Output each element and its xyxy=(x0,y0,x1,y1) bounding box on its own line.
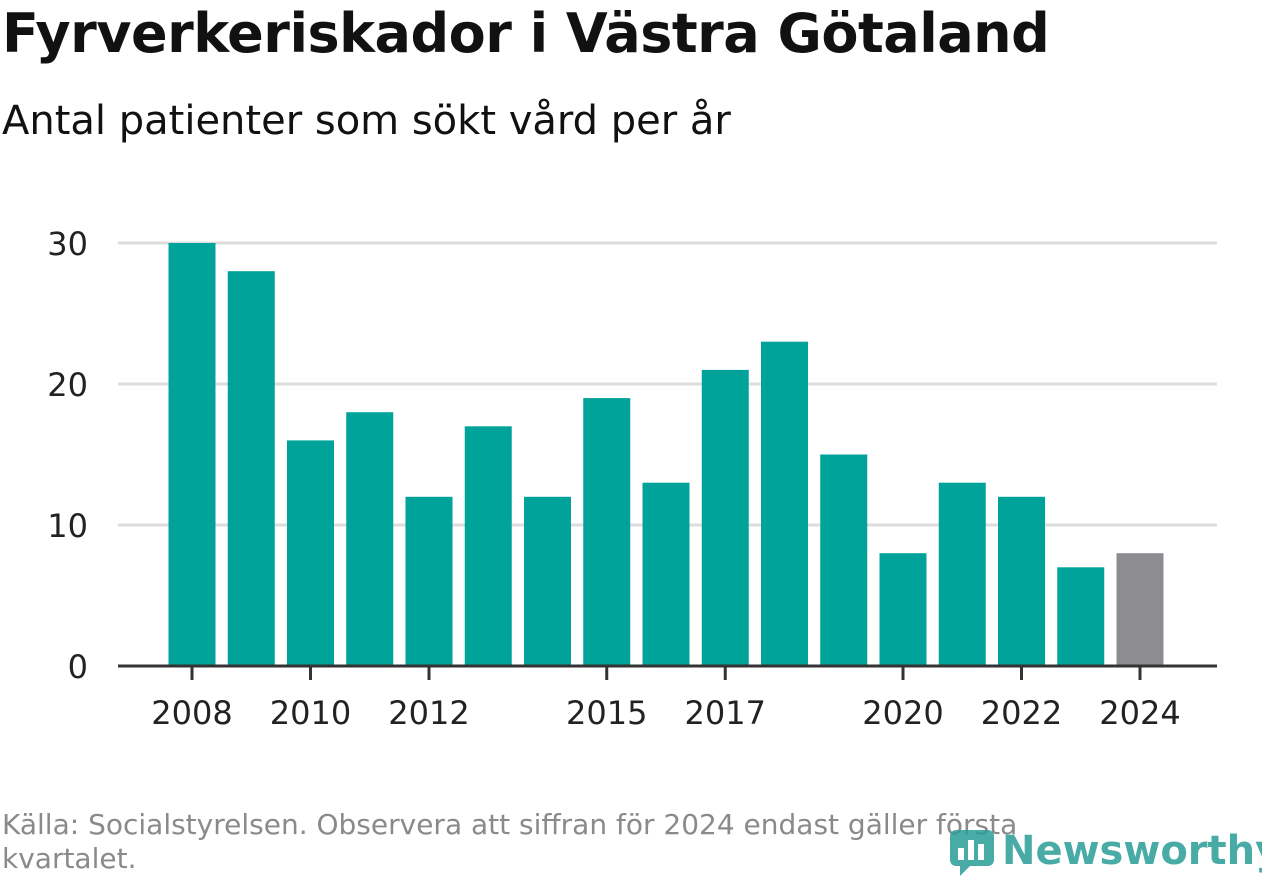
bar-2010 xyxy=(287,440,334,666)
bars xyxy=(168,243,1164,666)
logo-text: Newsworthy xyxy=(1002,828,1262,874)
bar-2023 xyxy=(1057,567,1105,666)
bar-2013 xyxy=(464,426,512,666)
bar-2020 xyxy=(879,553,927,666)
x-tick-label: 2008 xyxy=(151,694,232,732)
bar-2019 xyxy=(820,454,868,666)
bar-2008 xyxy=(168,243,216,666)
chart-subtitle: Antal patienter som sökt vård per år xyxy=(2,98,731,144)
axes xyxy=(118,664,1217,680)
x-tick-label: 2012 xyxy=(388,694,469,732)
bar-2017 xyxy=(701,369,749,666)
x-tick-label: 2022 xyxy=(981,694,1062,732)
chart-title: Fyrverkeriskador i Västra Götaland xyxy=(2,2,1050,65)
bar-2012 xyxy=(405,496,453,666)
newsworthy-chart-icon xyxy=(950,830,994,876)
bar-2021 xyxy=(938,482,986,666)
newsworthy-logo: Newsworthy xyxy=(948,824,1262,878)
y-tick-label: 20 xyxy=(47,366,88,404)
bar-2018 xyxy=(761,341,808,666)
bar-2011 xyxy=(346,412,394,666)
x-tick-label: 2020 xyxy=(862,694,943,732)
y-tick-label: 0 xyxy=(68,648,88,686)
bar-2014 xyxy=(524,496,571,666)
bar-2022 xyxy=(998,496,1045,666)
bar-2024 xyxy=(1116,553,1164,666)
bar-2009 xyxy=(227,271,275,666)
x-tick-label: 2024 xyxy=(1099,694,1180,732)
y-tick-label: 30 xyxy=(47,225,88,263)
bar-chart: 0 10 20 30 2008 2010 2012 2015 2017 2020 2022 2024 xyxy=(47,225,1217,732)
x-tick-label: 2015 xyxy=(566,694,647,732)
bar-2016 xyxy=(642,482,690,666)
x-tick-label: 2017 xyxy=(685,694,766,732)
bar-2015 xyxy=(583,398,631,666)
y-tick-label: 10 xyxy=(47,507,88,545)
x-tick-label: 2010 xyxy=(270,694,351,732)
source-note: Källa: Socialstyrelsen. Observera att si… xyxy=(2,808,1018,875)
tick-labels: 0 10 20 30 2008 2010 2012 2015 2017 2020 2022 2024 xyxy=(47,225,1180,732)
